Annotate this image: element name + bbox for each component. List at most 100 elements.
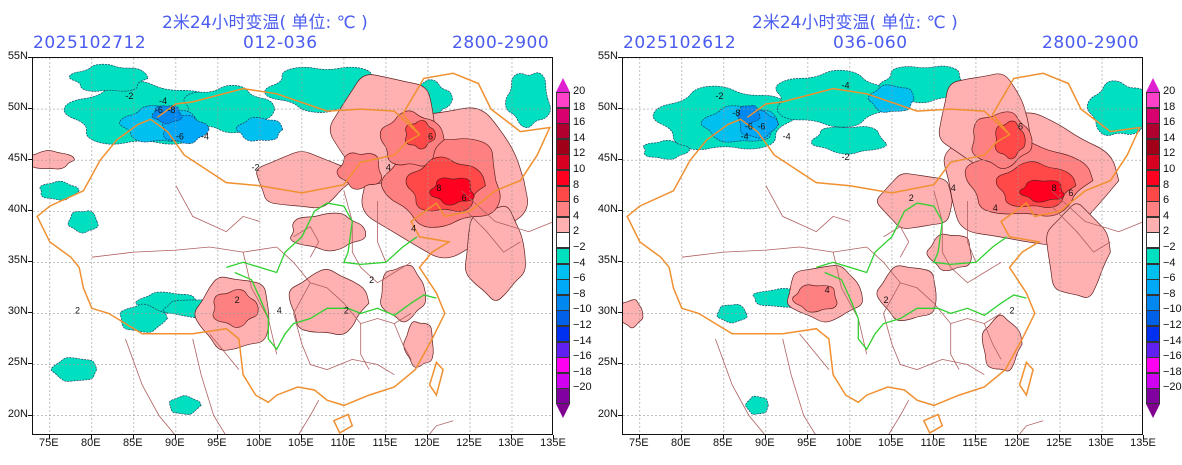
contour-label: 6 bbox=[1068, 188, 1073, 198]
latitude-tick bbox=[618, 363, 622, 365]
province-boundary bbox=[883, 226, 910, 258]
colorbar-segment bbox=[556, 154, 570, 171]
colorbar-segment bbox=[1146, 263, 1160, 280]
warm-anomaly-region bbox=[623, 299, 644, 329]
contour-label: -8 bbox=[167, 105, 175, 115]
taiwan-outline bbox=[1018, 360, 1034, 397]
contour-label: -6 bbox=[745, 122, 753, 132]
contour-label: 4 bbox=[277, 305, 282, 315]
cold-anomaly-region bbox=[162, 114, 210, 144]
colorbar-segment bbox=[1146, 92, 1160, 109]
colorbar-label: −2 bbox=[1163, 241, 1176, 253]
warm-anomaly-region bbox=[33, 150, 76, 170]
colorbar-segment bbox=[1146, 357, 1160, 374]
province-boundary bbox=[293, 226, 320, 258]
colorbar-label: −14 bbox=[573, 334, 592, 347]
contour-label: -6 bbox=[176, 132, 184, 142]
longitude-label: 130E bbox=[1088, 437, 1114, 449]
province-boundary bbox=[933, 302, 1002, 325]
longitude-tick bbox=[384, 435, 386, 439]
province-boundary bbox=[1051, 190, 1142, 233]
longitude-label: 110E bbox=[920, 437, 946, 449]
latitude-label: 55N bbox=[7, 50, 28, 62]
warm-anomaly-region bbox=[876, 265, 937, 322]
longitude-tick bbox=[553, 435, 554, 439]
province-boundary bbox=[326, 358, 395, 376]
province-boundary bbox=[298, 400, 320, 434]
longitude-label: 120E bbox=[1004, 437, 1030, 449]
latitude-label: 40N bbox=[597, 203, 618, 216]
colorbar-label: 6 bbox=[1163, 194, 1170, 207]
cold-anomaly-region bbox=[745, 395, 769, 415]
rivers bbox=[816, 202, 1027, 351]
longitude-tick bbox=[510, 435, 512, 439]
valid-range: 2800-2900 bbox=[452, 33, 550, 53]
map-frame: -2 -4 -6 -8 -6 -4 -2 2 4 6 8 6 4 2 2 4 2 bbox=[32, 57, 553, 435]
longitude-label: 100E bbox=[836, 437, 862, 449]
contour-label: 2 bbox=[75, 305, 80, 315]
warm-anomaly-region bbox=[429, 177, 475, 206]
colorbar-segment bbox=[556, 294, 570, 311]
cold-anomaly-region bbox=[50, 357, 98, 382]
colorbar-label: −14 bbox=[1163, 334, 1182, 347]
colorbar-label: −4 bbox=[1163, 256, 1176, 269]
colorbar-segment bbox=[556, 138, 570, 155]
colorbar-label: −20 bbox=[573, 381, 592, 394]
longitude-tick bbox=[932, 435, 934, 439]
longitude-tick bbox=[300, 435, 302, 439]
longitude-label: 90E bbox=[165, 437, 185, 449]
colorbar-label: −10 bbox=[573, 303, 592, 316]
latitude-tick bbox=[28, 414, 32, 416]
colorbar-label: 2 bbox=[1163, 225, 1170, 238]
contour-label: 2 bbox=[369, 275, 374, 285]
colorbar-label: 20 bbox=[573, 85, 586, 97]
contour-label: 4 bbox=[993, 203, 998, 213]
contour-label: 8 bbox=[1052, 183, 1057, 193]
map-panel-right: 2米24小时变温( 单位: ℃ ) 2025102612 036-060 280… bbox=[590, 0, 1182, 465]
province-boundaries bbox=[681, 185, 1142, 434]
yangtze-river bbox=[234, 271, 437, 351]
colorbar-segment bbox=[1146, 201, 1160, 218]
longitude-label: 110E bbox=[330, 437, 356, 449]
province-boundary bbox=[209, 333, 240, 370]
colorbar-segment bbox=[1146, 123, 1160, 140]
colorbar-label: 4 bbox=[573, 209, 580, 222]
warm-anomaly-region bbox=[981, 314, 1023, 372]
colorbar-segment bbox=[1146, 294, 1160, 311]
colorbar-label: −18 bbox=[1163, 365, 1182, 378]
rivers bbox=[226, 202, 437, 351]
colorbar-label: 8 bbox=[573, 178, 580, 191]
latitude-tick bbox=[28, 210, 32, 212]
longitude-label: 90E bbox=[755, 437, 775, 449]
longitude-tick bbox=[722, 435, 724, 439]
colorbar-label: 12 bbox=[573, 147, 586, 160]
latitude-tick bbox=[618, 210, 622, 212]
longitude-tick bbox=[258, 435, 260, 439]
longitude-label: 135E bbox=[540, 437, 566, 449]
colorbar-label: −16 bbox=[573, 350, 592, 363]
colorbar-segment bbox=[556, 185, 570, 202]
country-borders bbox=[36, 72, 552, 434]
cold-anomaly-region bbox=[642, 139, 691, 160]
colorbar-segment bbox=[556, 201, 570, 218]
colorbar-segment bbox=[1146, 248, 1160, 265]
province-boundary bbox=[377, 201, 387, 263]
longitude-tick bbox=[764, 435, 766, 439]
colorbar-label: 10 bbox=[1163, 163, 1176, 175]
province-boundary bbox=[1051, 205, 1111, 253]
warm-anomaly-region bbox=[464, 205, 526, 301]
longitude-label: 75E bbox=[39, 437, 59, 449]
latitude-tick bbox=[28, 57, 32, 58]
province-boundary bbox=[192, 338, 226, 434]
colorbar-segment bbox=[556, 341, 570, 358]
colorbar-segment bbox=[556, 372, 570, 389]
taiwan-outline bbox=[428, 360, 444, 397]
province-boundary bbox=[276, 246, 345, 304]
latitude-tick bbox=[28, 312, 32, 314]
colorbar-label: 16 bbox=[573, 116, 586, 129]
longitude-label: 115E bbox=[372, 437, 398, 449]
province-boundary bbox=[175, 185, 261, 233]
colorbar-segment bbox=[1146, 185, 1160, 202]
cold-anomaly-region bbox=[505, 72, 551, 128]
